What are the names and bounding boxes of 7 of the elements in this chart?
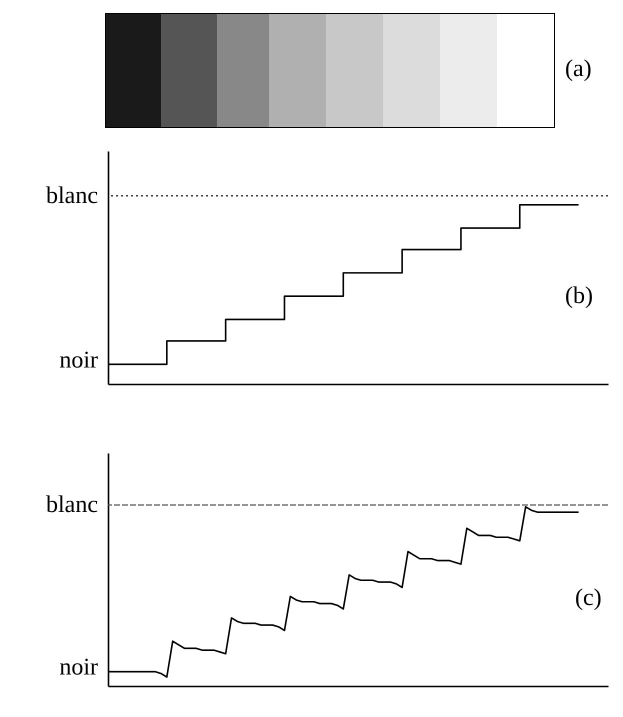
ref-line-label: blanc xyxy=(46,492,98,518)
annotation: (b) xyxy=(565,283,593,309)
ref-line-label: blanc xyxy=(46,182,98,209)
annotation: (c) xyxy=(575,585,602,611)
text: (a) xyxy=(565,56,592,83)
text: noir xyxy=(59,654,98,681)
text: noir xyxy=(59,347,98,374)
